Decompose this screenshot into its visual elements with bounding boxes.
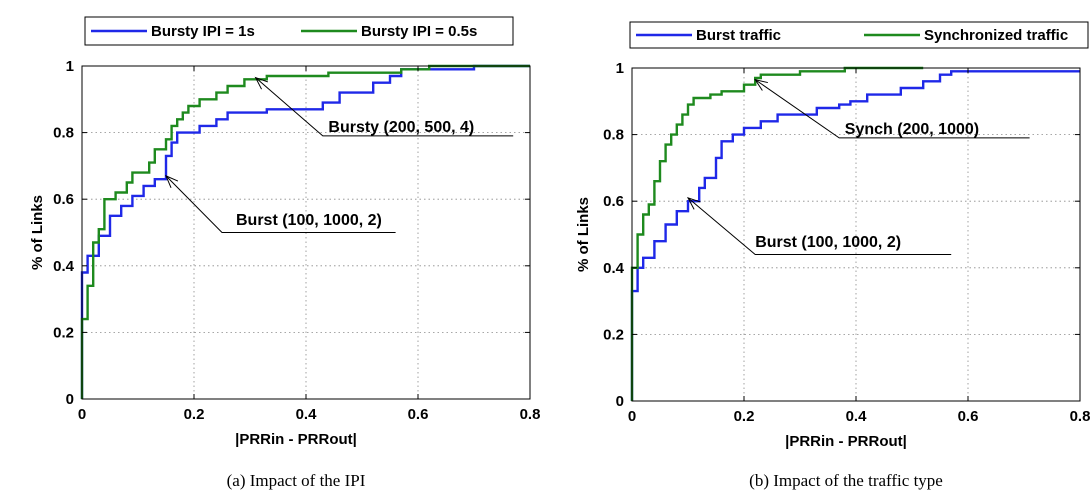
x-tick-label: 0.8: [1070, 408, 1091, 425]
x-tick-label: 0: [628, 408, 636, 425]
x-tick-label: 0: [78, 406, 86, 423]
legend: Bursty IPI = 1s Bursty IPI = 0.5s: [84, 16, 514, 46]
legend-label: Bursty IPI = 0.5s: [361, 23, 477, 40]
x-tick-label: 0.2: [734, 408, 755, 425]
y-tick-label: 0.8: [53, 125, 74, 142]
annotation-label: Burst (100, 1000, 2): [755, 234, 901, 251]
y-axis-label: % of Links: [575, 197, 592, 272]
x-tick-label: 0.2: [184, 406, 205, 423]
series-line-blue: [630, 70, 1080, 401]
figure-caption: (a) Impact of the IPI: [227, 471, 366, 490]
annotation-label: Burst (100, 1000, 2): [236, 212, 382, 229]
annotation: Bursty (200, 500, 4): [254, 76, 514, 137]
legend-label: Synchronized traffic: [924, 27, 1068, 44]
y-tick-label: 0.6: [603, 193, 624, 210]
x-tick-label: 0.8: [520, 406, 541, 423]
y-tick-label: 0: [66, 391, 74, 408]
annotation-leader-line: [255, 77, 514, 137]
y-tick-label: 0.2: [53, 324, 74, 341]
annotation-arrowhead: [254, 76, 269, 90]
annotation-arrowhead: [754, 78, 768, 91]
series-line-green: [80, 64, 530, 399]
chart-panel-a: 0 0.2 0.4 0.6 0.8 0 0.2 0.4 0.6 0.8 1 |PRRin - PRRo…: [29, 16, 541, 490]
annotation-leader-line: [687, 197, 952, 255]
series-line-green: [630, 66, 924, 401]
legend-box: [629, 21, 1089, 49]
y-tick-label: 0.4: [53, 258, 75, 275]
legend: Burst traffic Synchronized traffic: [629, 21, 1089, 49]
annotation-label: Bursty (200, 500, 4): [328, 119, 474, 136]
x-tick-label: 0.4: [846, 408, 868, 425]
y-tick-label: 0.6: [53, 191, 74, 208]
annotation: Burst (100, 1000, 2): [686, 197, 952, 255]
y-axis-label: % of Links: [29, 195, 46, 270]
x-tick-label: 0.4: [296, 406, 318, 423]
annotation-label: Synch (200, 1000): [845, 121, 979, 138]
figure-caption: (b) Impact of the traffic type: [749, 471, 943, 490]
y-tick-label: 0.2: [603, 326, 624, 343]
y-tick-label: 0.4: [603, 260, 625, 277]
chart-panel-b: 0 0.2 0.4 0.6 0.8 0 0.2 0.4 0.6 0.8 1 |PRRin - PRRo…: [575, 21, 1091, 490]
x-tick-label: 0.6: [958, 408, 979, 425]
y-tick-label: 0: [616, 393, 624, 410]
annotation: Burst (100, 1000, 2): [165, 174, 396, 233]
annotation-arrowhead: [686, 197, 701, 210]
legend-box: [84, 16, 514, 46]
annotation-arrowhead: [165, 174, 179, 189]
annotation-leader-line: [165, 175, 396, 233]
x-axis-label: |PRRin - PRRout|: [235, 431, 357, 448]
annotation-leader-line: [754, 79, 1030, 139]
legend-label: Burst traffic: [696, 27, 781, 44]
x-tick-label: 0.6: [408, 406, 429, 423]
annotation: Synch (200, 1000): [754, 78, 1030, 139]
series-line-blue: [80, 64, 530, 399]
x-axis-label: |PRRin - PRRout|: [785, 433, 907, 450]
y-tick-label: 1: [616, 60, 624, 77]
legend-label: Bursty IPI = 1s: [151, 23, 255, 40]
y-tick-label: 1: [66, 58, 74, 75]
y-tick-label: 0.8: [603, 127, 624, 144]
